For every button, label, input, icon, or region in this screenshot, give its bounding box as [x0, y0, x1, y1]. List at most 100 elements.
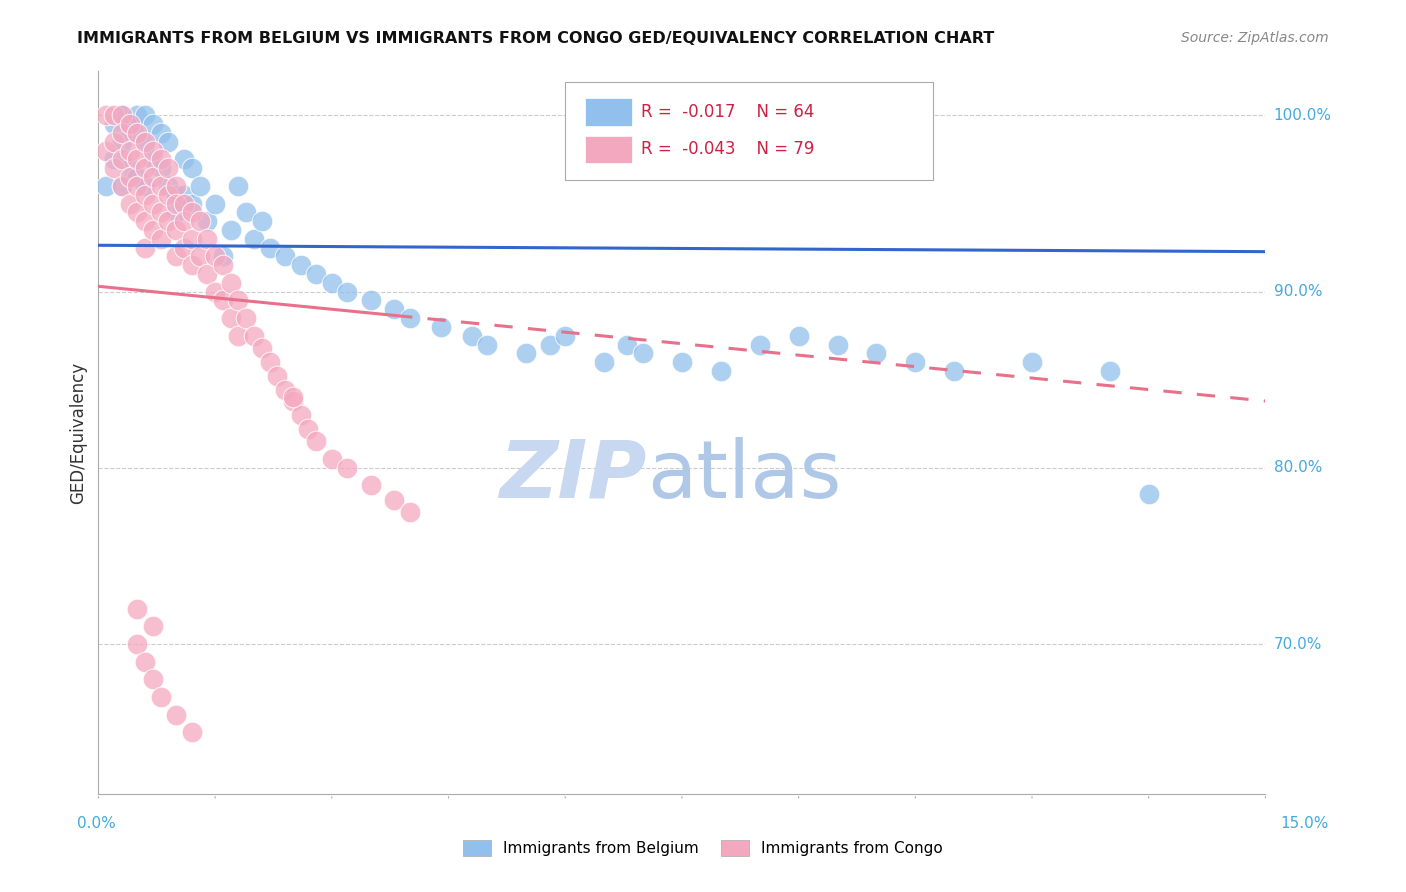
Point — [336, 285, 359, 299]
Point — [142, 196, 165, 211]
Point — [118, 170, 141, 185]
Point — [398, 311, 420, 326]
Text: atlas: atlas — [647, 437, 841, 515]
Point — [180, 258, 202, 272]
Point — [382, 492, 405, 507]
Point — [305, 434, 328, 449]
Point — [398, 505, 420, 519]
Point — [103, 117, 125, 131]
Point — [118, 117, 141, 131]
Point — [127, 170, 149, 185]
Point — [142, 153, 165, 167]
Point — [180, 725, 202, 739]
Point — [127, 108, 149, 122]
Point — [212, 293, 235, 308]
Point — [149, 178, 172, 193]
Point — [943, 364, 966, 378]
Point — [149, 690, 172, 704]
Point — [118, 117, 141, 131]
Point — [259, 241, 281, 255]
Point — [212, 249, 235, 263]
FancyBboxPatch shape — [565, 82, 932, 180]
Point — [165, 196, 187, 211]
Point — [134, 187, 156, 202]
Point — [266, 369, 288, 384]
Point — [118, 196, 141, 211]
Point — [593, 355, 616, 369]
Point — [127, 153, 149, 167]
Point — [188, 178, 211, 193]
Point — [134, 108, 156, 122]
Point — [195, 267, 218, 281]
Point — [228, 328, 250, 343]
Point — [157, 161, 180, 176]
FancyBboxPatch shape — [585, 136, 631, 163]
Point — [904, 355, 927, 369]
Point — [134, 214, 156, 228]
Point — [127, 637, 149, 651]
Point — [103, 161, 125, 176]
Point — [195, 232, 218, 246]
Point — [96, 144, 118, 158]
Point — [204, 249, 226, 263]
Point — [1021, 355, 1043, 369]
Point — [165, 187, 187, 202]
Point — [274, 384, 297, 398]
Point — [219, 311, 242, 326]
Point — [103, 153, 125, 167]
Point — [219, 223, 242, 237]
Point — [173, 153, 195, 167]
Point — [180, 196, 202, 211]
Point — [281, 390, 304, 404]
Point — [134, 161, 156, 176]
Point — [195, 214, 218, 228]
Point — [321, 276, 343, 290]
Point — [134, 178, 156, 193]
Point — [149, 126, 172, 140]
Point — [142, 673, 165, 687]
Point — [127, 205, 149, 219]
Point — [111, 135, 134, 149]
Point — [96, 108, 118, 122]
Point — [204, 196, 226, 211]
Point — [111, 108, 134, 122]
Point — [538, 337, 561, 351]
Point — [157, 135, 180, 149]
Point — [274, 249, 297, 263]
Point — [461, 328, 484, 343]
Point — [134, 135, 156, 149]
Point — [165, 223, 187, 237]
Point — [204, 285, 226, 299]
Point — [212, 258, 235, 272]
Point — [228, 293, 250, 308]
Point — [477, 337, 499, 351]
Legend: Immigrants from Belgium, Immigrants from Congo: Immigrants from Belgium, Immigrants from… — [457, 834, 949, 862]
Point — [554, 328, 576, 343]
Point — [149, 232, 172, 246]
Point — [188, 214, 211, 228]
Point — [127, 126, 149, 140]
Point — [142, 144, 165, 158]
Point — [103, 108, 125, 122]
Point — [290, 408, 312, 422]
Point — [180, 205, 202, 219]
Point — [142, 223, 165, 237]
Point — [165, 249, 187, 263]
Point — [173, 187, 195, 202]
Point — [360, 478, 382, 492]
Point — [250, 341, 273, 355]
Point — [321, 452, 343, 467]
Point — [111, 126, 134, 140]
Text: 100.0%: 100.0% — [1274, 108, 1331, 123]
Point — [149, 205, 172, 219]
Point — [149, 161, 172, 176]
Point — [336, 461, 359, 475]
Point — [671, 355, 693, 369]
Text: IMMIGRANTS FROM BELGIUM VS IMMIGRANTS FROM CONGO GED/EQUIVALENCY CORRELATION CHA: IMMIGRANTS FROM BELGIUM VS IMMIGRANTS FR… — [77, 31, 994, 46]
Point — [127, 602, 149, 616]
Point — [180, 232, 202, 246]
Point — [142, 117, 165, 131]
Point — [1137, 487, 1160, 501]
Point — [243, 328, 266, 343]
Point — [134, 135, 156, 149]
